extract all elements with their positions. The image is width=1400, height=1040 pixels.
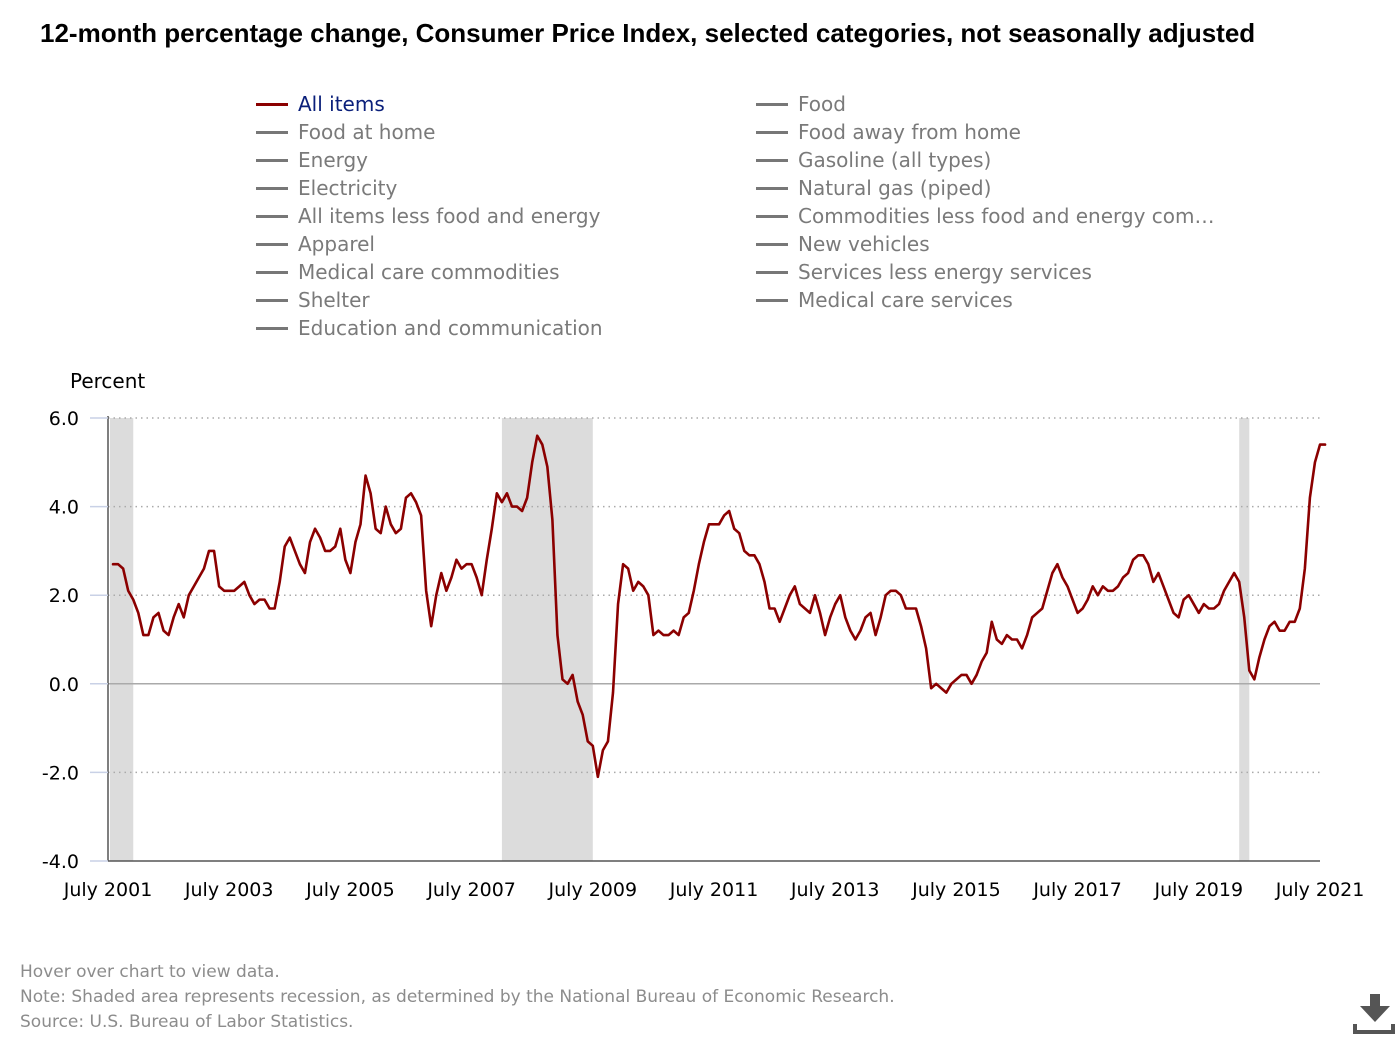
legend-label: Energy <box>298 148 369 172</box>
y-tick-label: 6.0 <box>49 408 79 430</box>
x-tick-label: July 2003 <box>184 879 274 901</box>
legend-label: Services less energy services <box>798 260 1092 284</box>
download-button[interactable] <box>1352 990 1396 1034</box>
legend-label: Food <box>798 92 846 116</box>
legend-label: Medical care services <box>798 288 1013 312</box>
source-note: Source: U.S. Bureau of Labor Statistics. <box>20 1012 354 1032</box>
chart-footer: Hover over chart to view data. Note: Sha… <box>20 960 895 1035</box>
y-tick-label: 0.0 <box>49 674 79 696</box>
legend-item-natural-gas-piped[interactable]: Natural gas (piped) <box>756 174 991 202</box>
legend-label: Education and communication <box>298 316 603 340</box>
legend-item-food-away-from-home[interactable]: Food away from home <box>756 118 1021 146</box>
y-tick-label: -4.0 <box>42 851 79 873</box>
y-axis-title: Percent <box>70 369 145 393</box>
x-tick-label: July 2005 <box>305 879 395 901</box>
hover-hint: Hover over chart to view data. <box>20 962 280 982</box>
legend-swatch <box>756 158 788 162</box>
legend-item-gasoline-all-types[interactable]: Gasoline (all types) <box>756 146 991 174</box>
legend-swatch <box>756 214 788 218</box>
legend-swatch <box>256 158 288 162</box>
legend-item-medical-care-commodities[interactable]: Medical care commodities <box>256 258 559 286</box>
legend-item-all-items[interactable]: All items <box>256 90 385 118</box>
chart-title: 12-month percentage change, Consumer Pri… <box>40 18 1256 48</box>
legend-swatch <box>256 298 288 302</box>
legend-item-shelter[interactable]: Shelter <box>256 286 370 314</box>
legend-item-medical-care-services[interactable]: Medical care services <box>756 286 1013 314</box>
recession-band-1 <box>110 418 134 861</box>
legend-swatch <box>756 242 788 246</box>
recession-band-3 <box>1239 418 1250 861</box>
legend-swatch <box>756 270 788 274</box>
legend-swatch <box>256 102 288 106</box>
legend-label: Apparel <box>298 232 375 256</box>
x-tick-label: July 2009 <box>548 879 638 901</box>
recession-band-2 <box>501 418 593 861</box>
legend-item-electricity[interactable]: Electricity <box>256 174 397 202</box>
legend-swatch <box>756 298 788 302</box>
x-tick-label: July 2013 <box>790 879 880 901</box>
legend-swatch <box>756 130 788 134</box>
legend-item-commodities-less-food-and-energy-com[interactable]: Commodities less food and energy com… <box>756 202 1215 230</box>
legend: All items Food Food at home Food away from … <box>256 90 1256 342</box>
legend-item-food[interactable]: Food <box>756 90 846 118</box>
legend-swatch <box>756 102 788 106</box>
legend-swatch <box>256 186 288 190</box>
x-tick-label: July 2019 <box>1154 879 1244 901</box>
legend-label: Electricity <box>298 176 398 200</box>
legend-swatch <box>256 214 288 218</box>
series-lines <box>111 434 1327 779</box>
x-tick-label: July 2017 <box>1032 879 1122 901</box>
axes <box>90 416 1320 862</box>
axis-labels: Percent -4.0 -2.0 0.0 2.0 4.0 6.0 July 2001 July… <box>42 369 1364 901</box>
download-icon <box>1353 994 1395 1034</box>
series-line-all-items[interactable] <box>111 434 1327 779</box>
x-tick-label: July 2001 <box>63 879 153 901</box>
legend-swatch <box>256 326 288 330</box>
y-tick-label: -2.0 <box>42 762 79 784</box>
legend-swatch <box>256 270 288 274</box>
legend-item-all-items-less-food-and-energy[interactable]: All items less food and energy <box>256 202 600 230</box>
legend-label: Gasoline (all types) <box>798 148 992 172</box>
legend-label: All items less food and energy <box>298 204 601 228</box>
legend-label: New vehicles <box>798 232 930 256</box>
legend-item-apparel[interactable]: Apparel <box>256 230 375 258</box>
gridlines <box>108 417 1320 774</box>
legend-item-education-and-communication[interactable]: Education and communication <box>256 314 603 342</box>
x-tick-label: July 2007 <box>426 879 516 901</box>
legend-label: Food at home <box>298 120 436 144</box>
legend-item-services-less-energy-services[interactable]: Services less energy services <box>756 258 1092 286</box>
recession-bands <box>110 418 1250 861</box>
y-tick-label: 4.0 <box>49 497 79 519</box>
line-chart[interactable]: Percent -4.0 -2.0 0.0 2.0 4.0 6.0 July 2001 July… <box>0 0 1400 940</box>
legend-label: Natural gas (piped) <box>798 176 992 200</box>
legend-swatch <box>256 130 288 134</box>
y-tick-label: 2.0 <box>49 585 79 607</box>
legend-item-energy[interactable]: Energy <box>256 146 368 174</box>
legend-swatch <box>256 242 288 246</box>
legend-label: Food away from home <box>798 120 1021 144</box>
legend-item-food-at-home[interactable]: Food at home <box>256 118 435 146</box>
legend-label: Commodities less food and energy com… <box>798 204 1215 228</box>
legend-label: Medical care commodities <box>298 260 560 284</box>
x-tick-label: July 2021 <box>1275 879 1365 901</box>
recession-note: Note: Shaded area represents recession, … <box>20 987 895 1007</box>
legend-label: All items <box>298 92 385 116</box>
x-tick-label: July 2015 <box>911 879 1001 901</box>
legend-swatch <box>756 186 788 190</box>
legend-item-new-vehicles[interactable]: New vehicles <box>756 230 930 258</box>
x-tick-label: July 2011 <box>669 879 759 901</box>
legend-label: Shelter <box>298 288 370 312</box>
